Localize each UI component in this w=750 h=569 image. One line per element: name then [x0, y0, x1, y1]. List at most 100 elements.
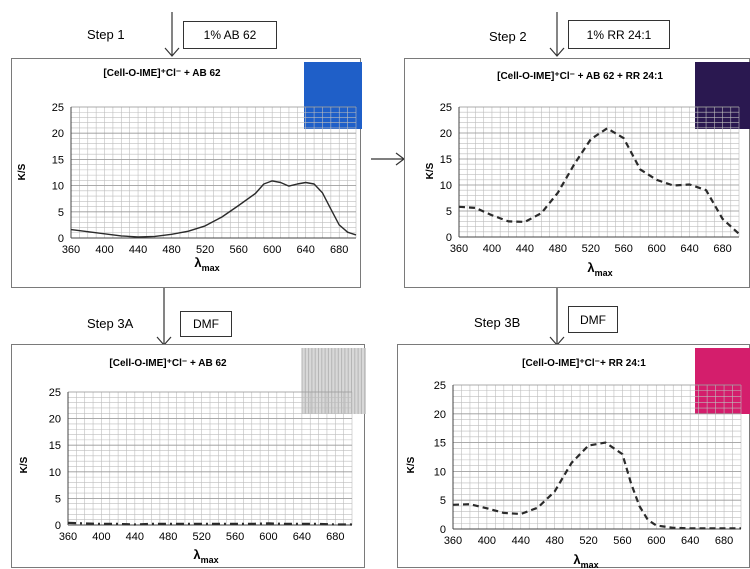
y-tick-label: 20	[434, 409, 446, 421]
chart-title-step3b: [Cell-O-IME]⁺Cl⁻+ RR 24:1	[522, 358, 646, 369]
x-axis-label-main: λ	[573, 552, 581, 567]
x-tick-label: 480	[549, 243, 567, 255]
y-tick-label: 5	[446, 206, 452, 218]
x-axis-label-step3a: λmax	[193, 547, 218, 565]
series-line-step3a	[67, 521, 352, 526]
arrow-right-head	[395, 152, 405, 166]
y-tick-label: 0	[446, 232, 452, 244]
y-axis-label-step2: K/S	[425, 162, 436, 179]
x-tick-label: 480	[162, 244, 180, 256]
chart-title-step3a: [Cell-O-IME]⁺Cl⁻ + AB 62	[109, 358, 227, 369]
x-tick-label: 600	[263, 244, 281, 256]
x-tick-label: 440	[126, 531, 144, 543]
y-axis-label-step3b: K/S	[406, 456, 417, 473]
step2-label: Step 2	[489, 29, 527, 44]
x-tick-label: 640	[680, 243, 698, 255]
series-line-step3b	[452, 441, 741, 530]
x-tick-label: 640	[297, 244, 315, 256]
x-axis-label-step3b: λmax	[573, 552, 598, 569]
y-tick-label: 10	[440, 180, 452, 192]
chart-panel-step3a: [Cell-O-IME]⁺Cl⁻ + AB 62 0 5 10 15 20 25 360 400…	[11, 344, 366, 568]
y-tick-label: 10	[434, 466, 446, 478]
x-tick-label: 640	[681, 535, 699, 547]
y-tick-label: 10	[52, 181, 64, 193]
arrow-step2-head	[549, 47, 565, 57]
x-tick-label: 560	[229, 244, 247, 256]
x-tick-label: 360	[62, 244, 80, 256]
x-tick-label: 640	[293, 531, 311, 543]
x-tick-label: 440	[516, 243, 534, 255]
step2-reagent-box: 1% RR 24:1	[568, 20, 670, 49]
y-tick-label: 5	[55, 493, 61, 505]
step3a-label: Step 3A	[87, 316, 134, 331]
x-tick-label: 400	[95, 244, 113, 256]
x-axis-label-main: λ	[193, 547, 201, 562]
y-tick-label: 25	[434, 380, 446, 392]
x-tick-label: 600	[647, 535, 665, 547]
x-tick-label: 440	[129, 244, 147, 256]
x-tick-label: 680	[713, 243, 731, 255]
chart-panel-step1: [Cell-O-IME]⁺Cl⁻ + AB 62 0 5 10 15 20 25 360 400…	[11, 58, 362, 288]
arrow-step1-head	[164, 47, 180, 57]
x-tick-label: 520	[196, 244, 214, 256]
y-tick-label: 15	[440, 154, 452, 166]
y-tick-label: 0	[58, 233, 64, 245]
x-tick-label: 400	[483, 243, 501, 255]
x-axis-label-sub: max	[581, 560, 599, 569]
x-axis-label-sub: max	[202, 263, 220, 273]
y-tick-label: 0	[440, 524, 446, 536]
series-line-step1	[70, 180, 357, 238]
chart-step1: [Cell-O-IME]⁺Cl⁻ + AB 62 0 5 10 15 20 25 360 400…	[17, 62, 362, 273]
fabric-swatch-step1	[304, 62, 362, 129]
chart-step3b: [Cell-O-IME]⁺Cl⁻+ RR 24:1 0 5 10 15 20 25 360 40…	[406, 348, 750, 569]
y-tick-label: 15	[434, 438, 446, 450]
x-axis-label-sub: max	[595, 268, 613, 278]
step1-label: Step 1	[87, 27, 125, 42]
x-tick-label: 520	[192, 531, 210, 543]
x-tick-label: 480	[159, 531, 177, 543]
step3a-reagent-box: DMF	[180, 311, 232, 337]
step3b-label: Step 3B	[474, 315, 521, 330]
x-tick-label: 360	[444, 535, 462, 547]
x-axis-label-step2: λmax	[587, 260, 612, 278]
x-tick-label: 680	[330, 244, 348, 256]
x-tick-label: 560	[615, 243, 633, 255]
chart-panel-step2: [Cell-O-IME]⁺Cl⁻ + AB 62 + RR 24:1 0 5 10 15…	[404, 58, 750, 288]
chart-step3a: [Cell-O-IME]⁺Cl⁻ + AB 62 0 5 10 15 20 25 360 400…	[19, 348, 366, 565]
y-tick-label: 25	[52, 102, 64, 114]
y-tick-label: 15	[52, 154, 64, 166]
fabric-swatch-step3a	[302, 348, 366, 414]
x-tick-label: 360	[59, 531, 77, 543]
y-axis-label-step1: K/S	[17, 163, 28, 180]
y-tick-label: 10	[49, 467, 61, 479]
x-tick-label: 560	[226, 531, 244, 543]
step3b-reagent-box: DMF	[568, 306, 618, 333]
y-tick-label: 25	[440, 102, 452, 114]
y-tick-label: 20	[52, 128, 64, 140]
x-tick-label: 400	[478, 535, 496, 547]
chart-title-step1: [Cell-O-IME]⁺Cl⁻ + AB 62	[103, 68, 221, 79]
chart-title-step2: [Cell-O-IME]⁺Cl⁻ + AB 62 + RR 24:1	[497, 71, 663, 82]
x-tick-label: 520	[579, 535, 597, 547]
x-tick-label: 600	[259, 531, 277, 543]
fabric-swatch-step3b	[695, 348, 750, 414]
y-tick-label: 25	[49, 387, 61, 399]
y-tick-label: 20	[440, 128, 452, 140]
x-axis-label-main: λ	[587, 260, 595, 275]
grid-step3b	[452, 384, 742, 530]
x-tick-label: 480	[545, 535, 563, 547]
y-tick-label: 0	[55, 520, 61, 532]
y-tick-label: 20	[49, 414, 61, 426]
y-tick-label: 5	[58, 207, 64, 219]
y-tick-label: 5	[440, 495, 446, 507]
x-axis-label-step1: λmax	[194, 255, 219, 273]
x-tick-label: 680	[715, 535, 733, 547]
x-axis-label-main: λ	[194, 255, 202, 270]
x-tick-label: 560	[613, 535, 631, 547]
x-tick-label: 520	[582, 243, 600, 255]
y-tick-label: 15	[49, 440, 61, 452]
x-tick-label: 360	[450, 243, 468, 255]
y-axis-label-step3a: K/S	[19, 456, 30, 473]
chart-step2: [Cell-O-IME]⁺Cl⁻ + AB 62 + RR 24:1 0 5 10 15…	[425, 62, 750, 278]
x-tick-label: 440	[512, 535, 530, 547]
